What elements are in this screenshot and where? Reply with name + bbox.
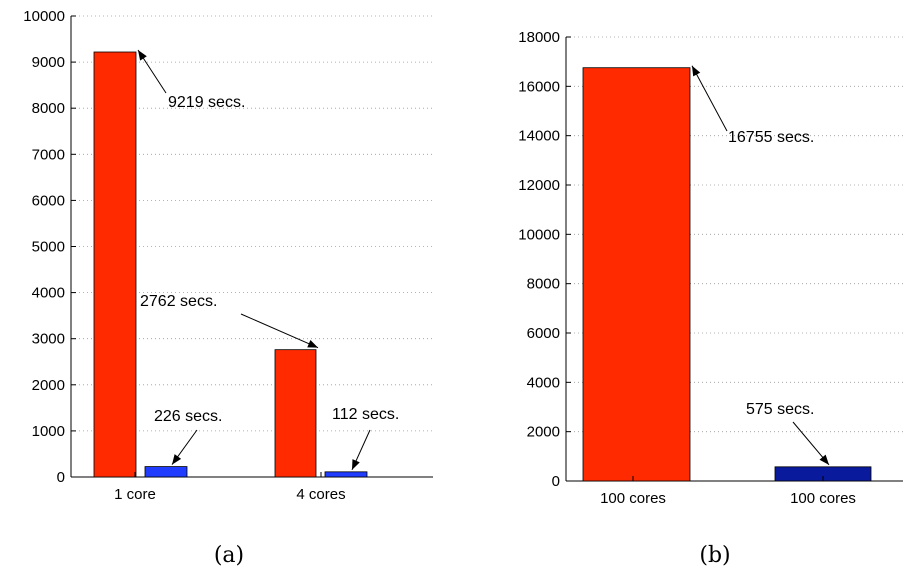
- y-tick-label: 7000: [32, 146, 65, 163]
- data-label: 16755 secs.: [728, 129, 814, 146]
- y-tick-label: 2000: [32, 377, 65, 394]
- y-tick-label: 0: [57, 469, 65, 486]
- bar: [582, 67, 691, 482]
- data-label: 575 secs.: [746, 401, 814, 418]
- y-tick-label: 14000: [518, 128, 560, 145]
- y-tick-label: 4000: [32, 285, 65, 302]
- chart-panel-a: 0 1000 2000 3000 4000 5000 6000 7000 8000 9000 100…: [23, 8, 433, 503]
- y-tick-label: 2000: [527, 424, 560, 441]
- annotation-arrow: [792, 421, 830, 466]
- data-label: 112 secs.: [332, 406, 399, 423]
- annotation-arrow: [240, 313, 319, 349]
- data-label: 2762 secs.: [140, 293, 217, 310]
- x-tick-label: 1 core: [114, 486, 156, 503]
- y-tick-label: 10000: [23, 8, 65, 25]
- y-tick-label: 4000: [527, 374, 560, 391]
- y-tick-label: 6000: [32, 192, 65, 209]
- y-tick-label: 0: [552, 473, 560, 490]
- y-tick-label: 18000: [518, 29, 560, 46]
- bar: [93, 51, 137, 478]
- data-label: 9219 secs.: [168, 94, 245, 111]
- y-tick-label: 12000: [518, 177, 560, 194]
- y-tick-label: 10000: [518, 226, 560, 243]
- y-tick-label: 8000: [32, 100, 65, 117]
- chart-panel-b: 0 2000 4000 6000 8000 10000 12000 14000 16000 180…: [518, 29, 903, 507]
- y-tick-label: 16000: [518, 78, 560, 95]
- y-tick-label: 5000: [32, 239, 65, 256]
- bar: [274, 349, 317, 478]
- annotation-arrow: [137, 49, 167, 94]
- annotation-arrow: [691, 65, 728, 132]
- x-tick-label: 4 cores: [296, 486, 345, 503]
- data-label: 226 secs.: [154, 408, 222, 425]
- y-tick-label: 6000: [527, 325, 560, 342]
- caption-b: (b): [699, 543, 730, 568]
- y-tick-label: 8000: [527, 276, 560, 293]
- x-tick-label: 100 cores: [600, 490, 666, 507]
- caption-a: (a): [214, 543, 244, 568]
- y-tick-label: 3000: [32, 331, 65, 348]
- bar: [144, 466, 188, 478]
- x-tick-label: 100 cores: [790, 490, 856, 507]
- y-tick-label: 1000: [32, 423, 65, 440]
- bar: [324, 471, 368, 478]
- annotation-arrow: [351, 429, 371, 471]
- y-tick-label: 9000: [32, 54, 65, 71]
- annotation-arrow: [171, 429, 198, 465]
